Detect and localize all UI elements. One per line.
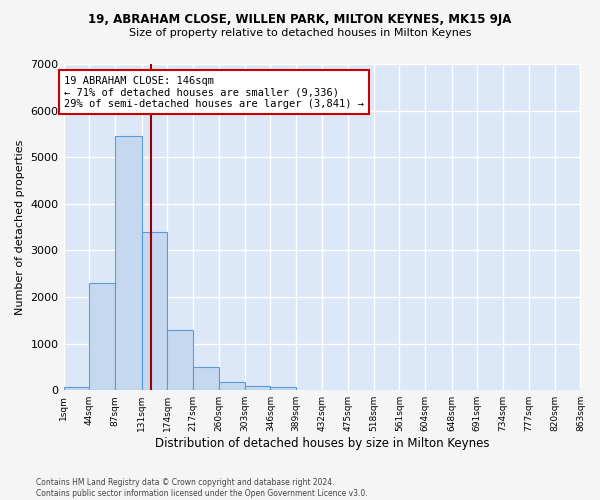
Bar	[167, 330, 193, 390]
Bar	[193, 367, 219, 390]
Bar	[245, 386, 271, 390]
Bar	[115, 136, 142, 390]
X-axis label: Distribution of detached houses by size in Milton Keynes: Distribution of detached houses by size …	[155, 437, 489, 450]
Bar	[89, 283, 115, 390]
Bar	[64, 386, 89, 390]
Bar	[219, 382, 245, 390]
Text: 19, ABRAHAM CLOSE, WILLEN PARK, MILTON KEYNES, MK15 9JA: 19, ABRAHAM CLOSE, WILLEN PARK, MILTON K…	[88, 12, 512, 26]
Text: Contains HM Land Registry data © Crown copyright and database right 2024.
Contai: Contains HM Land Registry data © Crown c…	[36, 478, 368, 498]
Text: Size of property relative to detached houses in Milton Keynes: Size of property relative to detached ho…	[129, 28, 471, 38]
Bar	[271, 388, 296, 390]
Bar	[142, 232, 167, 390]
Y-axis label: Number of detached properties: Number of detached properties	[15, 140, 25, 315]
Text: 19 ABRAHAM CLOSE: 146sqm
← 71% of detached houses are smaller (9,336)
29% of sem: 19 ABRAHAM CLOSE: 146sqm ← 71% of detach…	[64, 76, 364, 109]
